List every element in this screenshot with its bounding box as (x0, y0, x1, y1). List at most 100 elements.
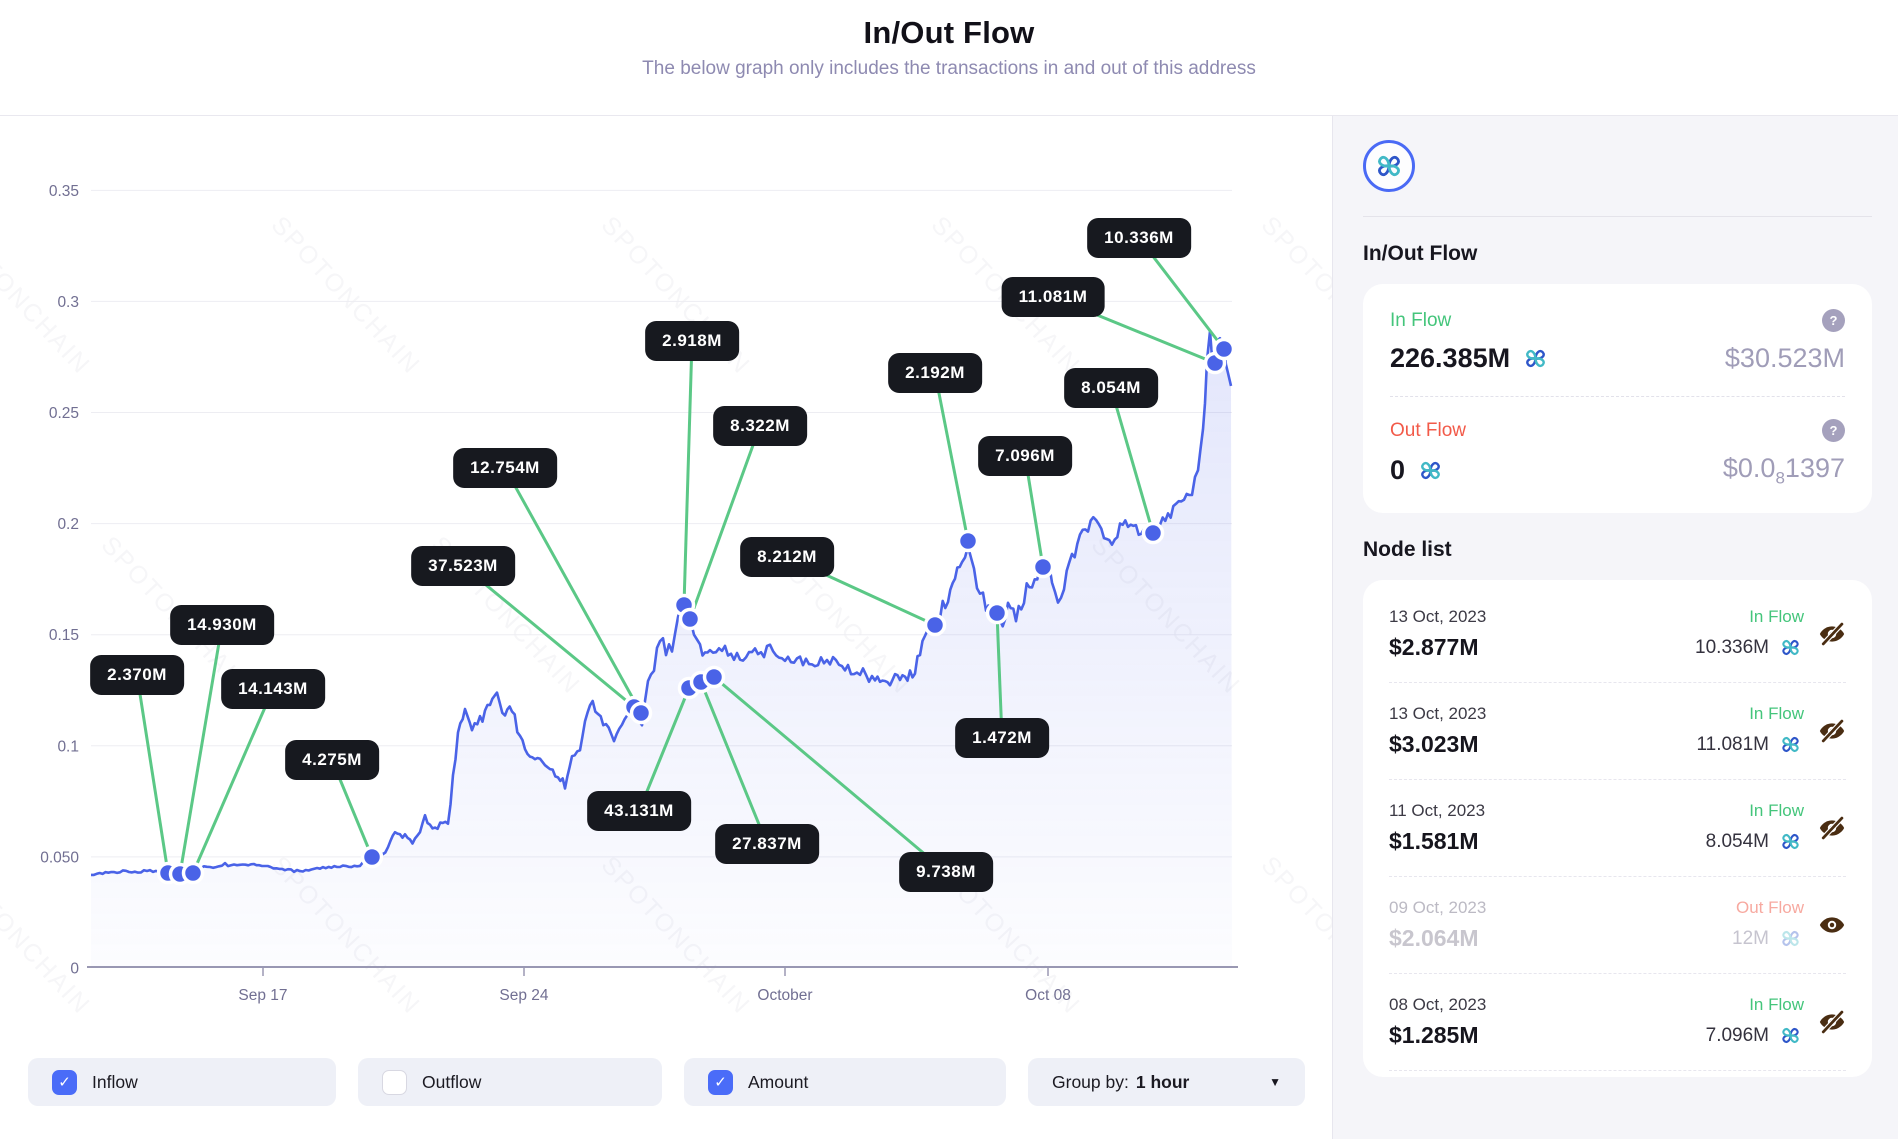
node-row[interactable]: 08 Oct, 2023 $1.285M In Flow 7.096M (1389, 974, 1846, 1072)
node-date: 09 Oct, 2023 (1389, 898, 1487, 918)
node-amount-value: 11.081M (1696, 733, 1769, 755)
node-amount: 8.054M (1706, 828, 1804, 855)
in-out-flow-card: In Flow ? 226.385M $30.523M Out Flow ? (1363, 284, 1872, 514)
data-point-marker[interactable] (702, 665, 726, 689)
divider (1363, 216, 1872, 217)
x-axis-label: October (757, 987, 812, 1004)
token-icon (1777, 731, 1804, 758)
node-date: 13 Oct, 2023 (1389, 704, 1487, 724)
out-flow-amount: 0 (1390, 455, 1446, 486)
inflow-label: Inflow (92, 1071, 138, 1092)
tooltip-connector-line (330, 759, 374, 858)
data-point-marker[interactable] (360, 845, 384, 869)
tooltip-connector-line (462, 564, 635, 709)
tooltip-connector-line (1023, 455, 1045, 568)
flow-line-chart[interactable]: SPOTONCHAIN SPOTONCHAIN SPOTONCHAIN SPOTONC… (0, 116, 1332, 1139)
data-point-marker[interactable] (181, 861, 205, 885)
visibility-eye-icon[interactable] (1816, 1008, 1846, 1036)
group-by-label: Group by: (1052, 1071, 1129, 1092)
node-direction: In Flow (1749, 607, 1804, 627)
group-by-value: 1 hour (1135, 1071, 1190, 1092)
tooltip-connector-line (688, 425, 762, 620)
help-icon[interactable]: ? (1822, 419, 1845, 442)
inflow-area-fill (91, 331, 1232, 969)
amount-checkbox[interactable]: ✓ (708, 1069, 733, 1095)
data-point-marker[interactable] (956, 529, 980, 553)
visibility-eye-icon[interactable] (1816, 911, 1846, 939)
data-point-marker[interactable] (678, 607, 702, 631)
node-usd-value: $1.285M (1389, 1022, 1479, 1049)
visibility-eye-icon[interactable] (1816, 814, 1846, 842)
help-icon[interactable]: ? (1822, 309, 1845, 332)
token-icon (1777, 1022, 1804, 1049)
node-date: 13 Oct, 2023 (1389, 607, 1487, 627)
node-row[interactable]: 11 Oct, 2023 $1.581M In Flow 8.054M (1389, 780, 1846, 878)
data-point-marker[interactable] (1212, 337, 1236, 361)
node-row[interactable]: 09 Oct, 2023 $2.064M Out Flow 12M (1389, 877, 1846, 975)
in-flow-amount-value: 226.385M (1390, 343, 1511, 373)
node-row[interactable]: 13 Oct, 2023 $3.023M In Flow 11.081M (1389, 683, 1846, 781)
page-subtitle: The below graph only includes the transa… (642, 58, 1256, 79)
caret-down-icon: ▼ (1269, 1075, 1281, 1089)
y-axis-label: 0.15 (49, 627, 79, 644)
node-date: 08 Oct, 2023 (1389, 995, 1487, 1015)
tooltip-connector-line (713, 675, 947, 874)
node-amount: 11.081M (1696, 731, 1804, 758)
token-icon (1415, 455, 1446, 486)
data-point-marker[interactable] (923, 613, 947, 637)
data-point-marker[interactable] (629, 701, 653, 725)
y-axis-label: 0.050 (40, 849, 79, 866)
y-axis-label: 0 (70, 961, 79, 978)
node-usd-value: $2.064M (1389, 925, 1479, 952)
outflow-checkbox[interactable] (382, 1069, 407, 1095)
x-axis-label: Sep 17 (238, 987, 287, 1004)
tooltip-connector-line (1137, 237, 1226, 350)
y-axis-label: 0.25 (49, 405, 79, 422)
page-title: In/Out Flow (863, 15, 1035, 50)
svg-text:SPOTONCHAIN: SPOTONCHAIN (266, 211, 426, 380)
svg-text:SPOTONCHAIN: SPOTONCHAIN (926, 211, 1086, 380)
group-by-select[interactable]: Group by: 1 hour ▼ (1028, 1058, 1305, 1106)
node-list-title: Node list (1363, 538, 1452, 562)
data-point-marker[interactable] (1141, 521, 1165, 545)
token-icon (1777, 828, 1804, 855)
tooltip-connector-line (637, 687, 691, 812)
token-logo-icon (1371, 148, 1407, 184)
y-axis-label: 0.1 (57, 738, 79, 755)
node-amount-value: 7.096M (1705, 1024, 1769, 1046)
data-point-marker[interactable] (985, 601, 1009, 625)
node-amount: 10.336M (1695, 634, 1804, 661)
outflow-toggle[interactable]: Outflow (358, 1058, 662, 1106)
node-usd-value: $2.877M (1389, 634, 1479, 661)
out-flow-label: Out Flow (1390, 419, 1467, 441)
tooltip-connector-line (995, 612, 1004, 739)
tooltip-connector-line (178, 624, 224, 875)
page-header: In/Out Flow The below graph only include… (0, 0, 1898, 115)
token-icon (1520, 343, 1551, 374)
svg-text:SPOTONCHAIN: SPOTONCHAIN (1256, 851, 1332, 1020)
visibility-eye-icon[interactable] (1816, 620, 1846, 648)
svg-text:SPOTONCHAIN: SPOTONCHAIN (96, 531, 256, 700)
svg-text:SPOTONCHAIN: SPOTONCHAIN (596, 211, 756, 380)
visibility-eye-icon[interactable] (1816, 717, 1846, 745)
node-usd-value: $1.581M (1389, 828, 1479, 855)
inflow-checkbox[interactable]: ✓ (52, 1069, 77, 1095)
details-sidebar: In/Out Flow In Flow ? 226.385M $30.523M (1332, 116, 1898, 1139)
out-flow-usd: $0.081397 (1722, 453, 1845, 488)
tooltip-connector-line (191, 688, 275, 874)
divider (1390, 396, 1845, 397)
node-date: 11 Oct, 2023 (1389, 801, 1486, 821)
inflow-toggle[interactable]: ✓ Inflow (28, 1058, 336, 1106)
outflow-label: Outflow (422, 1071, 482, 1092)
token-icon (1777, 925, 1804, 952)
node-row[interactable]: 13 Oct, 2023 $2.877M In Flow 10.336M (1389, 586, 1846, 684)
svg-text:SPOTONCHAIN: SPOTONCHAIN (0, 851, 96, 1020)
amount-toggle[interactable]: ✓ Amount (684, 1058, 1006, 1106)
node-list: 13 Oct, 2023 $2.877M In Flow 10.336M 13 … (1363, 580, 1872, 1078)
node-amount-value: 8.054M (1705, 830, 1769, 852)
x-axis-label: Oct 08 (1025, 987, 1071, 1004)
data-point-marker[interactable] (1031, 555, 1055, 579)
flow-chart-panel: SPOTONCHAIN SPOTONCHAIN SPOTONCHAIN SPOTONC… (0, 116, 1332, 1139)
tooltip-connector-line (933, 372, 970, 542)
token-avatar[interactable] (1363, 140, 1415, 192)
